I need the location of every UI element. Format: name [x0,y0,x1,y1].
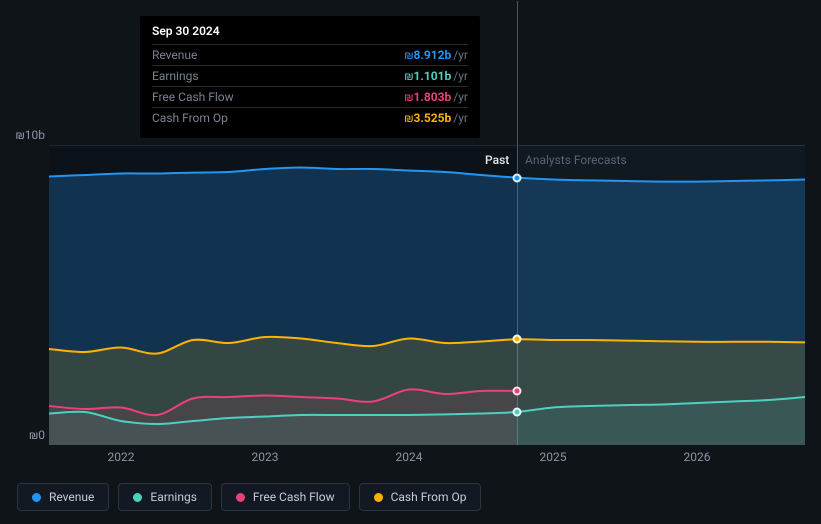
tooltip-row: Revenue ₪8.912b/yr [152,44,468,65]
tooltip-value: ₪1.803b/yr [404,90,468,104]
legend-swatch [236,493,245,502]
tooltip-row: Free Cash Flow ₪1.803b/yr [152,86,468,107]
legend-item-earnings[interactable]: Earnings [118,483,212,511]
x-tick: 2022 [108,450,135,464]
legend-label: Revenue [49,490,94,504]
tooltip-value: ₪8.912b/yr [404,48,468,62]
legend: Revenue Earnings Free Cash Flow Cash From O… [17,483,481,511]
x-tick: 2023 [252,450,279,464]
chart-container: ₪10b ₪0 Past Analysts Forecasts [17,130,805,445]
tooltip: Sep 30 2024 Revenue ₪8.912b/yr Earnings ₪1.… [140,16,480,138]
series-marker-cash_from_op [513,335,522,344]
legend-swatch [133,493,142,502]
tooltip-row: Cash From Op ₪3.525b/yr [152,107,468,128]
tooltip-key: Revenue [152,48,197,62]
tooltip-value: ₪3.525b/yr [404,111,468,125]
tooltip-value: ₪1.101b/yr [404,69,468,83]
tooltip-key: Earnings [152,69,199,83]
legend-item-cash_from_op[interactable]: Cash From Op [359,483,482,511]
series-marker-free_cash_flow [513,386,522,395]
tooltip-key: Cash From Op [152,111,228,125]
tooltip-date: Sep 30 2024 [152,24,468,38]
legend-label: Free Cash Flow [253,490,335,504]
x-tick: 2025 [540,450,567,464]
legend-label: Earnings [150,490,197,504]
legend-label: Cash From Op [391,490,467,504]
series-marker-earnings [513,407,522,416]
series-marker-revenue [513,173,522,182]
legend-swatch [32,493,41,502]
y-axis-label-top: ₪10b [16,128,45,142]
tooltip-key: Free Cash Flow [152,90,234,104]
legend-item-free_cash_flow[interactable]: Free Cash Flow [221,483,350,511]
y-axis-label-bottom: ₪0 [29,428,45,442]
x-tick: 2024 [396,450,423,464]
chart-svg [49,145,805,445]
x-tick: 2026 [684,450,711,464]
legend-swatch [374,493,383,502]
tooltip-row: Earnings ₪1.101b/yr [152,65,468,86]
chart-plot[interactable]: Past Analysts Forecasts [49,145,805,445]
legend-item-revenue[interactable]: Revenue [17,483,109,511]
